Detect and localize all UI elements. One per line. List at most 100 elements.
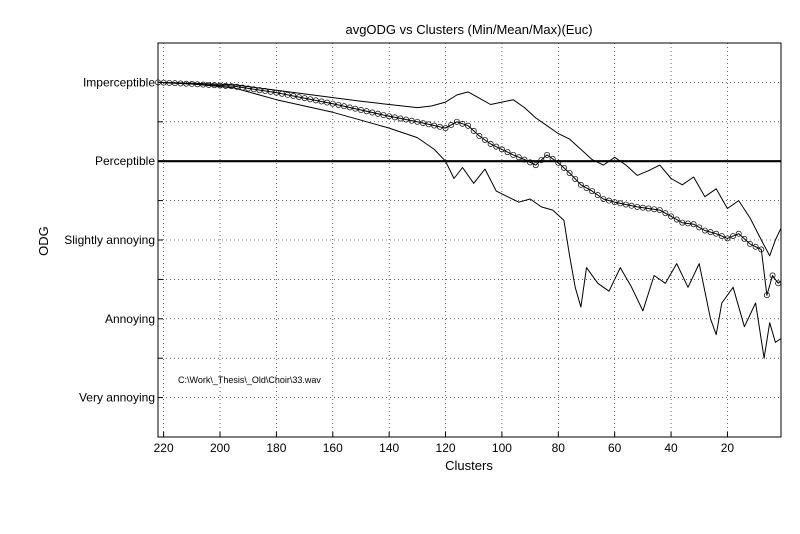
mean-marker [177, 80, 184, 87]
series-line-mean [157, 81, 782, 296]
x-tick-label: 140 [379, 441, 399, 455]
mean-marker [183, 80, 190, 87]
x-tick-label: 80 [552, 441, 566, 455]
mean-marker [498, 146, 505, 153]
mean-marker [211, 82, 218, 89]
mean-marker [403, 116, 410, 123]
mean-marker [436, 123, 443, 130]
mean-marker [228, 83, 235, 90]
mean-marker [290, 93, 297, 99]
mean-marker [651, 206, 658, 213]
mean-marker [544, 151, 550, 158]
mean-marker [560, 164, 567, 171]
mean-marker [617, 200, 624, 207]
mean-marker [408, 117, 415, 124]
mean-marker [425, 121, 432, 128]
mean-marker [476, 133, 483, 139]
mean-marker [673, 216, 680, 223]
mean-marker [358, 107, 364, 113]
x-tick-label: 20 [721, 441, 735, 455]
series-line-min [157, 81, 782, 359]
mean-marker [431, 122, 438, 129]
x-tick-label: 220 [154, 441, 174, 455]
mean-marker [312, 97, 319, 104]
mean-marker [521, 156, 528, 163]
x-tick-label: 180 [266, 441, 286, 455]
x-tick-label: 120 [436, 441, 456, 455]
mean-marker [487, 140, 494, 147]
mean-marker [448, 122, 455, 128]
mean-marker [510, 151, 517, 158]
mean-marker [532, 162, 539, 169]
mean-marker [713, 230, 720, 237]
mean-marker [256, 87, 263, 94]
mean-marker [600, 196, 607, 202]
mean-marker [656, 207, 663, 214]
mean-marker [245, 85, 252, 92]
mean-marker [397, 115, 404, 122]
mean-marker [267, 88, 274, 95]
mean-marker [363, 108, 370, 115]
mean-marker [718, 233, 725, 240]
mean-marker [538, 157, 545, 163]
mean-marker [239, 84, 246, 91]
mean-marker [296, 94, 302, 101]
plot-title: avgODG vs Clusters (Min/Mean/Max)(Euc) [345, 22, 592, 37]
mean-marker [324, 99, 331, 106]
mean-marker [335, 101, 342, 108]
mean-marker [775, 280, 782, 287]
mean-marker [741, 235, 748, 242]
mean-marker [515, 154, 522, 161]
mean-marker [453, 118, 460, 125]
mean-marker [279, 90, 285, 97]
mean-marker [374, 110, 381, 117]
series-line-max [157, 81, 782, 257]
y-tick-label: Slightly annoying [64, 233, 155, 247]
mean-marker [233, 83, 240, 90]
mean-marker [341, 103, 348, 110]
mean-marker [273, 89, 280, 96]
mean-marker [166, 79, 173, 86]
mean-marker [606, 197, 612, 204]
mean-marker [662, 210, 669, 217]
mean-marker [262, 88, 269, 94]
mean-marker [222, 82, 229, 89]
mean-marker [623, 201, 629, 208]
mean-marker [639, 204, 646, 211]
mean-marker [284, 91, 291, 98]
mean-markers [155, 79, 782, 299]
mean-marker [442, 125, 449, 132]
mean-marker [459, 120, 466, 127]
mean-marker [752, 243, 759, 250]
mean-marker [730, 233, 737, 240]
mean-marker [701, 227, 708, 234]
y-tick-label: Annoying [105, 312, 155, 326]
mean-marker [685, 220, 691, 227]
mean-marker [465, 122, 472, 129]
mean-marker [527, 159, 534, 166]
y-tick-label: Very annoying [79, 391, 155, 405]
mean-marker [352, 105, 359, 112]
mean-marker [696, 224, 703, 231]
mean-marker [194, 81, 201, 88]
mean-marker [171, 80, 178, 87]
grid [158, 43, 781, 437]
mean-marker [628, 202, 635, 209]
mean-marker [250, 86, 257, 93]
x-ticks: 220 200 180 160 140 120 100 80 60 40 20 [154, 432, 735, 455]
mean-marker [391, 114, 398, 121]
mean-marker [611, 199, 618, 206]
mean-marker [318, 98, 325, 105]
mean-marker [594, 192, 601, 199]
mean-marker [307, 96, 314, 103]
mean-marker [217, 82, 223, 89]
mean-marker [482, 136, 488, 143]
mean-marker [763, 292, 770, 299]
y-axis-title: ODG [36, 226, 51, 256]
mean-marker [724, 235, 731, 242]
x-axis-title: Clusters [445, 458, 493, 473]
mean-marker [758, 246, 765, 253]
x-tick-label: 200 [210, 441, 230, 455]
mean-marker [301, 95, 308, 102]
